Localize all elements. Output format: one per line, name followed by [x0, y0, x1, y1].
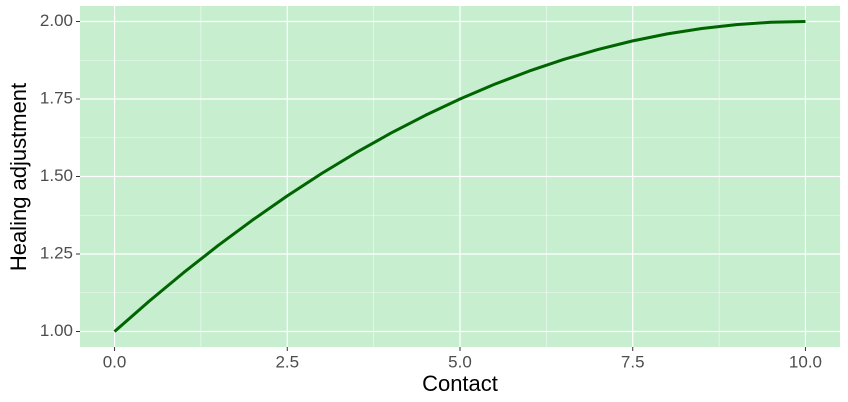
x-tick-label: 10.0	[789, 352, 822, 371]
x-axis-title: Contact	[422, 371, 498, 396]
line	[113, 20, 806, 333]
x-tick-label: 5.0	[448, 352, 472, 371]
y-tick-label: 1.25	[40, 243, 73, 262]
y-tick-label: 2.00	[40, 11, 73, 30]
x-tick-label: 7.5	[621, 352, 645, 371]
y-tick-label: 1.00	[40, 321, 73, 340]
x-tick-label: 2.5	[275, 352, 299, 371]
y-axis-title: Healing adjustment	[6, 83, 31, 271]
y-tick-label: 1.75	[40, 88, 73, 107]
x-tick-label: 0.0	[103, 352, 127, 371]
y-tick-label: 1.50	[40, 166, 73, 185]
